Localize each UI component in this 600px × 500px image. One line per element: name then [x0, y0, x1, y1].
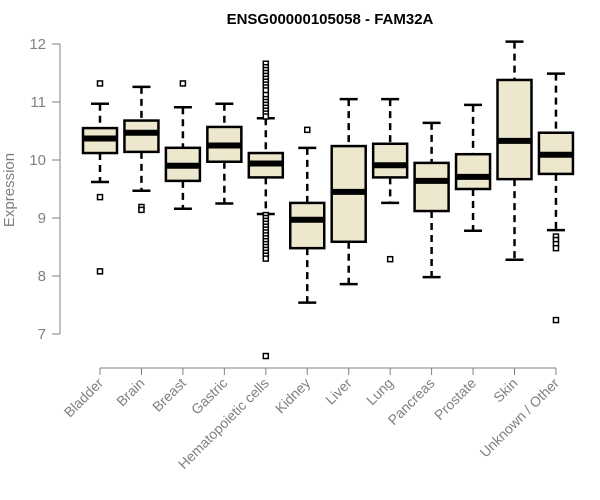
- box-iqr: [454, 152, 492, 191]
- y-tick-label: 12: [29, 36, 46, 53]
- outlier-point: [262, 255, 270, 262]
- box-brain: [123, 85, 160, 214]
- outlier-point: [262, 352, 270, 360]
- box-iqr: [496, 78, 533, 181]
- outlier-point: [262, 113, 270, 120]
- x-tick-label: Brain: [113, 375, 147, 409]
- box-hematopoietic-cells: [247, 60, 285, 360]
- outlier-point: [96, 193, 104, 201]
- box-kidney: [289, 126, 326, 304]
- box-iqr: [123, 119, 160, 154]
- x-tick-label: Unknown / Other: [476, 375, 562, 461]
- box-liver: [330, 97, 367, 286]
- x-tick-label: Skin: [490, 375, 521, 406]
- outlier-point: [96, 80, 104, 87]
- x-tick-label: Bladder: [61, 375, 107, 421]
- y-axis-label: Expression: [1, 153, 18, 227]
- box-lung: [371, 97, 409, 263]
- outlier-point: [138, 206, 145, 214]
- box-bladder: [81, 80, 119, 275]
- y-tick-label: 11: [30, 94, 46, 111]
- outlier-point: [386, 255, 394, 263]
- y-tick-label: 9: [38, 210, 46, 227]
- box-unknown-other: [537, 72, 575, 324]
- boxes: [81, 40, 575, 360]
- x-tick-label: Breast: [149, 375, 189, 415]
- x-tick-label: Kidney: [272, 375, 314, 417]
- box-skin: [496, 40, 533, 262]
- box-iqr: [413, 161, 450, 213]
- box-pancreas: [413, 121, 450, 279]
- outlier-point: [304, 126, 311, 134]
- y-axis: 7 8 9 10 11 12: [29, 36, 61, 343]
- box-prostate: [454, 103, 492, 233]
- box-breast: [164, 80, 202, 210]
- box-gastric: [206, 102, 243, 205]
- y-tick-label: 10: [29, 152, 46, 169]
- x-tick-label: Liver: [322, 375, 355, 408]
- box-iqr: [371, 142, 409, 179]
- outlier-point: [552, 244, 560, 252]
- chart-title: ENSG00000105058 - FAM32A: [227, 11, 434, 28]
- x-tick-label: Lung: [363, 375, 396, 408]
- box-iqr: [289, 201, 326, 250]
- outlier-point: [552, 316, 560, 324]
- y-tick-label: 8: [38, 268, 46, 285]
- outlier-point: [96, 268, 104, 275]
- x-tick-label: Prostate: [431, 375, 479, 423]
- outlier-point: [179, 80, 187, 87]
- y-tick-label: 7: [38, 326, 46, 343]
